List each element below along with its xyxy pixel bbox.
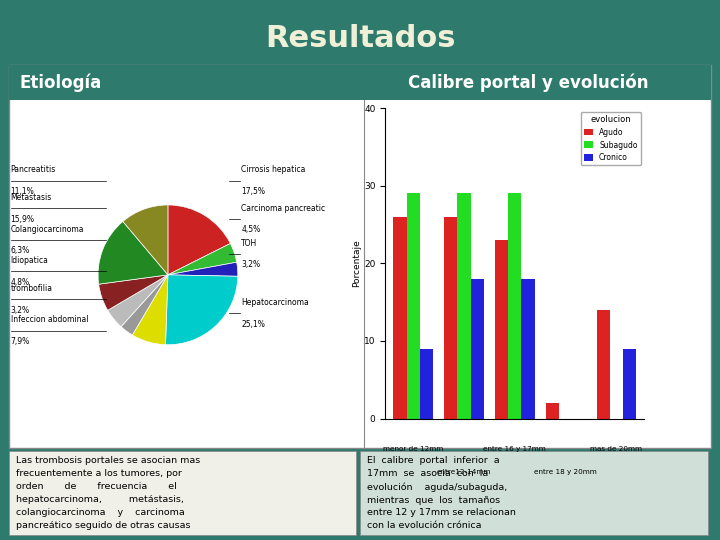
Text: menor de 12mm: menor de 12mm [383, 446, 444, 451]
Bar [597, 310, 610, 418]
Text: 7,9%: 7,9% [11, 337, 30, 346]
Text: trombofilia: trombofilia [11, 284, 53, 293]
Text: Carcinoma pancreatic: Carcinoma pancreatic [241, 204, 325, 213]
Bar [444, 217, 457, 418]
Bar [623, 349, 636, 418]
Text: mas de 20mm: mas de 20mm [590, 446, 642, 451]
Text: 4,5%: 4,5% [241, 225, 261, 234]
Text: Las trombosis portales se asocian mas
frecuentemente a los tumores, por
orden   : Las trombosis portales se asocian mas fr… [16, 456, 200, 530]
Text: Hepatocarcinoma: Hepatocarcinoma [241, 298, 309, 307]
Text: entre 16 y 17mm: entre 16 y 17mm [483, 446, 546, 451]
Bar [420, 349, 433, 418]
Text: Colangiocarcinoma: Colangiocarcinoma [11, 225, 84, 234]
Text: entre 18 y 20mm: entre 18 y 20mm [534, 469, 597, 475]
Y-axis label: Porcentaje: Porcentaje [352, 239, 361, 287]
Text: 25,1%: 25,1% [241, 320, 265, 328]
Text: 3,2%: 3,2% [11, 306, 30, 315]
Wedge shape [98, 221, 168, 284]
Wedge shape [168, 205, 230, 275]
Text: 15,9%: 15,9% [11, 215, 35, 224]
Wedge shape [121, 275, 168, 335]
Text: 4,8%: 4,8% [11, 278, 30, 287]
Legend: Agudo, Subagudo, Cronico: Agudo, Subagudo, Cronico [581, 112, 641, 165]
Wedge shape [123, 205, 168, 275]
Text: 11,1%: 11,1% [11, 187, 35, 196]
Wedge shape [132, 275, 168, 345]
Text: Calibre portal y evolución: Calibre portal y evolución [408, 73, 649, 92]
Text: Etiología: Etiología [19, 73, 102, 92]
Wedge shape [168, 262, 238, 276]
Bar [521, 279, 535, 418]
Bar [495, 240, 508, 418]
Text: Infeccion abdominal: Infeccion abdominal [11, 315, 88, 325]
Text: 17,5%: 17,5% [241, 187, 265, 196]
Wedge shape [166, 275, 238, 345]
Bar [407, 193, 420, 418]
Text: Resultados: Resultados [265, 24, 455, 53]
Text: Idiopatica: Idiopatica [11, 256, 48, 265]
Bar [393, 217, 407, 418]
Bar [457, 193, 471, 418]
Text: 6,3%: 6,3% [11, 246, 30, 255]
Wedge shape [99, 275, 168, 310]
Text: entre12-14mm: entre12-14mm [437, 469, 491, 475]
Text: Metastasis: Metastasis [11, 193, 52, 202]
Text: TOH: TOH [241, 239, 258, 247]
Text: El  calibre  portal  inferior  a
17mm  se  asocia  con  la
evolución    aguda/su: El calibre portal inferior a 17mm se aso… [367, 456, 516, 530]
Bar [546, 403, 559, 418]
Wedge shape [168, 244, 237, 275]
Text: 3,2%: 3,2% [241, 260, 261, 269]
Bar [471, 279, 484, 418]
Bar [508, 193, 521, 418]
Text: Pancreatitis: Pancreatitis [11, 165, 56, 174]
Wedge shape [108, 275, 168, 327]
Text: Cirrosis hepatica: Cirrosis hepatica [241, 165, 306, 174]
